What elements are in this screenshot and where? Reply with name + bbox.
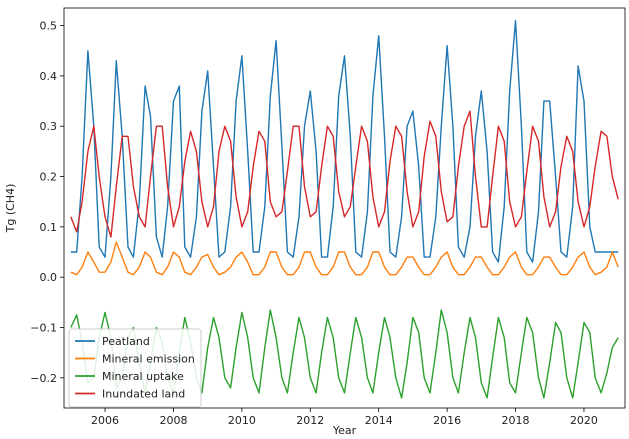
series-line-mineral-emission (70, 241, 619, 276)
y-tick-label: 0.0 (40, 271, 58, 284)
plot-area-frame (63, 7, 626, 409)
legend: Peatland Mineral emission Mineral uptake In… (68, 328, 202, 408)
legend-label-inundated-land: Inundated land (102, 388, 185, 401)
x-axis-ticks: 2006 2008 2010 2012 2014 2016 2018 2020 (91, 408, 598, 427)
x-tick-label: 2012 (296, 414, 324, 427)
x-tick-label: 2018 (502, 414, 530, 427)
y-axis-label: Tg (CH4) (4, 184, 17, 234)
y-tick-label: −0.2 (30, 372, 57, 385)
x-axis-label: Year (332, 424, 357, 437)
x-tick-label: 2006 (91, 414, 119, 427)
y-tick-label: 0.5 (40, 20, 58, 33)
y-tick-label: 0.2 (40, 171, 58, 184)
x-tick-label: 2010 (228, 414, 256, 427)
legend-label-peatland: Peatland (102, 335, 150, 348)
x-tick-label: 2008 (159, 414, 187, 427)
y-axis-ticks: −0.2 −0.1 0.0 0.1 0.2 0.3 0.4 0.5 (30, 20, 64, 385)
x-tick-label: 2020 (570, 414, 598, 427)
y-tick-label: 0.4 (40, 70, 58, 83)
series-line-peatland (70, 19, 619, 263)
x-tick-label: 2016 (433, 414, 461, 427)
y-tick-label: −0.1 (30, 321, 57, 334)
legend-label-mineral-uptake: Mineral uptake (102, 370, 184, 383)
series-line-inundated-land (70, 110, 619, 238)
y-tick-label: 0.1 (40, 221, 58, 234)
x-tick-label: 2014 (365, 414, 393, 427)
legend-box (68, 328, 202, 408)
legend-label-mineral-emission: Mineral emission (102, 353, 195, 366)
y-tick-label: 0.3 (40, 120, 58, 133)
